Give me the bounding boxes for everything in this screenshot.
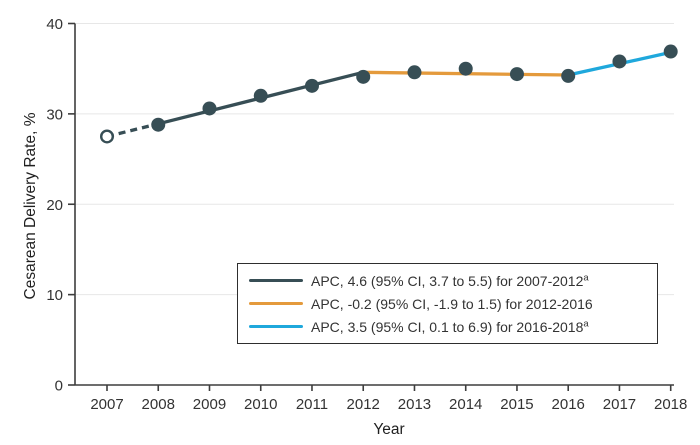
legend-label: APC, 3.5 (95% CI, 0.1 to 6.9) for 2016-2… (311, 319, 589, 335)
x-tick-label: 2014 (449, 396, 482, 413)
legend-label: APC, -0.2 (95% CI, -1.9 to 1.5) for 2012… (311, 296, 593, 312)
chart-legend: APC, 4.6 (95% CI, 3.7 to 5.5) for 2007-2… (237, 263, 658, 344)
legend-line-swatch-blue (249, 324, 303, 329)
x-tick-label: 2018 (654, 396, 687, 413)
legend-text: APC, 4.6 (95% CI, 3.7 to 5.5) for 2007-2… (311, 272, 584, 289)
x-tick-label: 2017 (603, 396, 636, 413)
x-tick-label: 2016 (552, 396, 585, 413)
data-point (663, 44, 678, 59)
legend-label: APC, 4.6 (95% CI, 3.7 to 5.5) for 2007-2… (311, 273, 589, 289)
x-tick-label: 2013 (398, 396, 431, 413)
data-point (612, 54, 627, 69)
y-tick-label: 40 (46, 16, 63, 33)
legend-item: APC, 4.6 (95% CI, 3.7 to 5.5) for 2007-2… (249, 269, 657, 292)
data-point (407, 65, 422, 80)
legend-line-swatch-orange (249, 301, 303, 306)
x-tick-label: 2009 (193, 396, 226, 413)
legend-text: APC, 3.5 (95% CI, 0.1 to 6.9) for 2016-2… (311, 318, 584, 335)
x-tick-label: 2015 (500, 396, 533, 413)
data-point (458, 61, 473, 76)
x-axis-title: Year (373, 421, 404, 438)
x-tick-label: 2010 (244, 396, 277, 413)
x-tick-label: 2011 (296, 396, 328, 413)
x-tick-label: 2008 (142, 396, 175, 413)
data-point (356, 69, 371, 84)
y-tick-label: 10 (46, 287, 63, 304)
legend-item: APC, 3.5 (95% CI, 0.1 to 6.9) for 2016-2… (249, 315, 657, 338)
y-tick-label: 30 (46, 106, 63, 123)
legend-text: APC, -0.2 (95% CI, -1.9 to 1.5) for 2012… (311, 295, 593, 312)
data-point (253, 88, 268, 103)
data-point (304, 78, 319, 93)
legend-line-swatch-slate (249, 278, 303, 283)
y-axis-title: Cesarean Delivery Rate, % (22, 112, 39, 299)
trend-line-dashed (106, 122, 159, 139)
x-tick-label: 2007 (90, 396, 123, 413)
legend-footnote-marker: a (583, 271, 589, 283)
y-tick-label: 20 (46, 197, 63, 214)
x-tick-label: 2012 (347, 396, 380, 413)
data-point (509, 67, 524, 82)
data-point (202, 101, 217, 116)
legend-item: APC, -0.2 (95% CI, -1.9 to 1.5) for 2012… (249, 292, 657, 315)
data-point (151, 117, 166, 132)
y-tick-label: 0 (55, 378, 63, 395)
legend-footnote-marker: a (583, 317, 589, 329)
data-point (561, 68, 576, 83)
data-point-open (99, 129, 114, 144)
